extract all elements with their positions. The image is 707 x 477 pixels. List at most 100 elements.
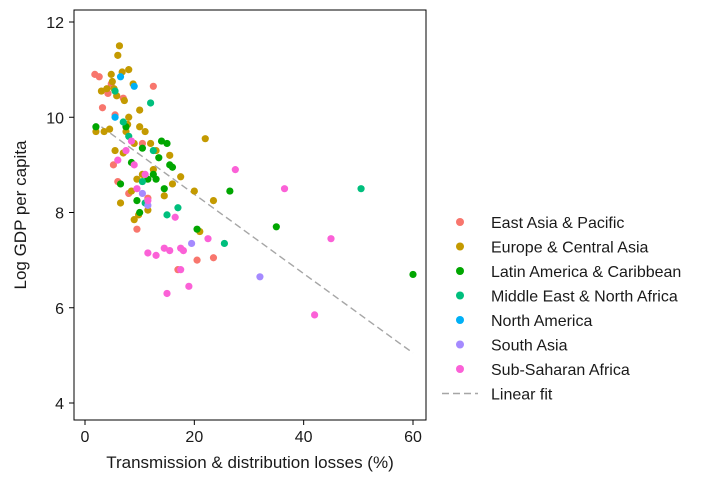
data-point [114, 156, 122, 164]
data-point [136, 106, 144, 114]
data-point [193, 256, 201, 264]
data-point [115, 42, 124, 50]
data-point [193, 225, 201, 233]
linear-fit-line [100, 126, 414, 354]
data-point [174, 204, 182, 212]
data-point [152, 175, 160, 183]
data-point [133, 196, 141, 205]
data-point [119, 118, 127, 126]
data-point [92, 123, 100, 131]
data-point [220, 239, 228, 248]
data-point [226, 187, 234, 195]
data-point [204, 235, 212, 243]
data-point [97, 87, 105, 95]
data-point [168, 163, 177, 171]
data-point [127, 137, 136, 145]
data-point [155, 154, 163, 162]
data-point [160, 244, 168, 252]
data-point [149, 146, 157, 155]
data-point [109, 161, 118, 169]
data-point [166, 151, 174, 159]
data-point [201, 135, 209, 143]
data-point [144, 249, 152, 257]
data-point [138, 189, 146, 198]
data-point [163, 139, 171, 148]
data-point [98, 104, 107, 112]
data-point [190, 187, 198, 195]
data-point [106, 125, 114, 133]
x-tick-label: 0 [81, 429, 90, 446]
data-point [209, 196, 218, 205]
data-point [144, 196, 152, 205]
y-tick-label: 12 [46, 15, 64, 32]
y-tick-label: 10 [46, 110, 64, 127]
data-point [149, 82, 157, 90]
legend-label: North America [491, 313, 592, 330]
data-point [272, 223, 280, 231]
data-point [147, 139, 155, 148]
legend-swatch [456, 365, 464, 373]
legend-swatch [456, 267, 464, 275]
data-point [209, 254, 218, 262]
data-point [136, 208, 144, 217]
data-point [185, 282, 193, 290]
data-point [147, 99, 155, 107]
x-tick-label: 60 [404, 429, 422, 446]
plot-frame [73, 9, 427, 421]
data-point [357, 185, 365, 193]
y-tick-label: 4 [55, 396, 64, 413]
data-point [138, 177, 146, 186]
data-point [122, 146, 130, 155]
data-point [133, 185, 141, 193]
data-point [111, 87, 119, 95]
data-point [168, 180, 177, 188]
data-point [256, 273, 264, 281]
data-point [160, 185, 168, 193]
data-point [177, 173, 185, 181]
data-point [171, 213, 179, 221]
legend-label: Sub-Saharan Africa [491, 362, 630, 379]
data-point [127, 187, 136, 195]
data-point [231, 166, 239, 174]
data-point [116, 73, 125, 81]
data-point [188, 239, 196, 248]
legend-label: South Asia [491, 338, 568, 355]
data-point [130, 161, 138, 169]
data-point [114, 51, 122, 59]
data-point [125, 113, 133, 121]
data-point [280, 185, 289, 193]
data-point [160, 192, 168, 200]
data-point [111, 113, 119, 121]
y-tick-label: 6 [55, 301, 64, 318]
data-point [111, 146, 119, 155]
x-tick-label: 40 [295, 429, 313, 446]
legend-swatch [456, 291, 464, 300]
data-point [116, 199, 125, 207]
data-point [125, 66, 133, 74]
data-point [107, 70, 115, 78]
data-point [116, 180, 125, 188]
data-point [130, 82, 138, 90]
legend-label: East Asia & Pacific [491, 215, 624, 232]
data-point [327, 235, 335, 243]
data-point [157, 137, 166, 145]
legend-swatch [456, 242, 464, 251]
legend-swatch [456, 218, 464, 226]
data-point [152, 251, 160, 259]
data-point [108, 77, 116, 86]
data-point [177, 266, 185, 274]
y-tick-label: 8 [55, 206, 64, 223]
legend-swatch [456, 316, 464, 324]
data-point [95, 73, 103, 81]
data-point [179, 247, 187, 255]
legend-label: Latin America & Caribbean [491, 264, 681, 281]
data-point [141, 170, 149, 178]
data-point [163, 211, 171, 219]
data-point [163, 289, 171, 298]
data-point [120, 96, 128, 105]
legend-label: Linear fit [491, 387, 553, 404]
data-point [133, 225, 141, 233]
data-point [166, 247, 174, 255]
legend-label: Europe & Central Asia [491, 240, 649, 257]
